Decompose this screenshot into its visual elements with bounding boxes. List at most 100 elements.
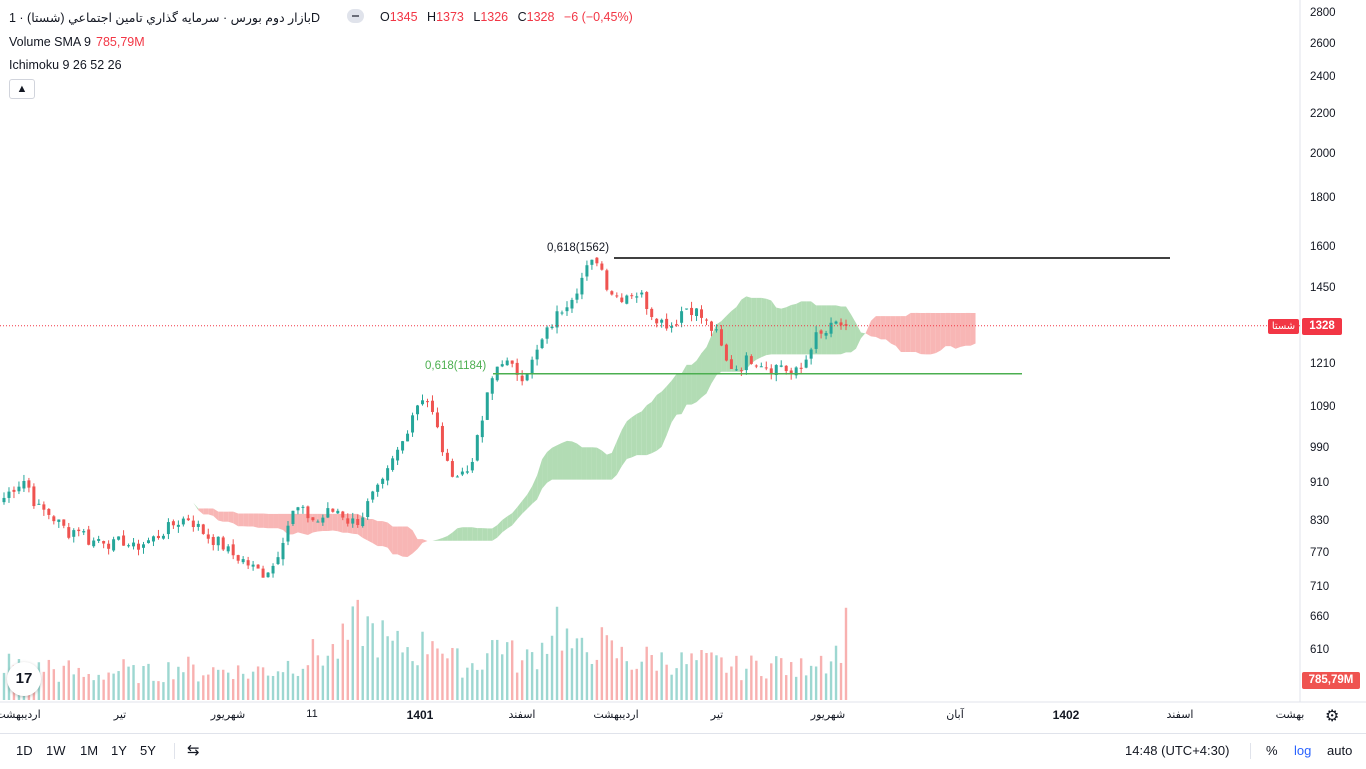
volume-bar xyxy=(755,661,757,700)
candle-body xyxy=(232,544,235,555)
cloud-segment xyxy=(233,512,238,527)
volume-bar xyxy=(337,659,339,700)
log-toggle[interactable]: log xyxy=(1294,743,1311,758)
cloud-segment xyxy=(418,539,423,549)
cloud-segment xyxy=(821,305,826,354)
candle-body xyxy=(645,292,648,309)
time-tick-label: ارديبهشت xyxy=(0,708,41,721)
ichimoku-legend[interactable]: Ichimoku 9 26 52 26 xyxy=(9,57,122,73)
cloud-segment xyxy=(806,301,811,354)
cloud-segment xyxy=(667,381,672,436)
volume-bar xyxy=(685,664,687,700)
cloud-segment xyxy=(477,528,482,541)
cloud-segment xyxy=(373,519,378,546)
volume-bar xyxy=(820,656,822,700)
candle-body xyxy=(600,264,603,270)
candle-body xyxy=(561,313,564,314)
candle-body xyxy=(267,573,270,578)
candle-body xyxy=(685,308,688,309)
volume-bar xyxy=(581,638,583,700)
volume-bar xyxy=(252,672,254,700)
timeframe-1d[interactable]: 1D xyxy=(16,743,33,758)
volume-bar xyxy=(431,641,433,700)
candle-body xyxy=(815,332,818,349)
candle-body xyxy=(182,519,185,525)
volume-bar xyxy=(277,671,279,700)
candle-body xyxy=(820,330,823,333)
cloud-segment xyxy=(966,313,971,346)
cloud-segment xyxy=(612,441,617,479)
cloud-segment xyxy=(383,521,388,547)
candle-body xyxy=(426,401,429,402)
volume-bar xyxy=(760,676,762,700)
volume-bar xyxy=(521,660,523,700)
candle-body xyxy=(112,539,115,550)
chevron-up-icon[interactable]: ▲ xyxy=(9,79,35,99)
volume-bar xyxy=(536,669,538,700)
volume-bar xyxy=(322,666,324,700)
volume-bar xyxy=(586,652,588,700)
candle-body xyxy=(12,490,15,492)
candle-body xyxy=(835,322,838,324)
cloud-segment xyxy=(398,527,403,557)
volume-bar xyxy=(102,680,104,700)
volume-bar xyxy=(611,640,613,700)
volume-bar xyxy=(43,672,45,700)
price-tick-label: 910 xyxy=(1310,477,1329,489)
candle-body xyxy=(491,378,494,393)
bottom-toolbar: 1D 1W 1M 1Y 5Y ⇆ 14:48 (UTC+4:30) % log … xyxy=(0,733,1366,769)
cloud-segment xyxy=(298,514,303,534)
candle-body xyxy=(431,401,434,412)
time-tick-label: اسفند xyxy=(1167,708,1194,721)
tradingview-logo[interactable]: 17 xyxy=(7,662,41,696)
price-chart[interactable] xyxy=(0,0,1366,733)
candle-body xyxy=(805,360,808,368)
candle-body xyxy=(421,400,424,404)
timeframe-1w[interactable]: 1W xyxy=(46,743,66,758)
cloud-segment xyxy=(378,521,383,546)
cloud-segment xyxy=(871,316,876,337)
volume-bar xyxy=(845,608,847,700)
candle-body xyxy=(217,537,220,545)
calendar-range-icon[interactable]: ⇆ xyxy=(187,741,200,759)
candle-body xyxy=(132,543,135,547)
auto-toggle[interactable]: auto xyxy=(1327,743,1352,758)
cloud-segment xyxy=(791,304,796,354)
timeframe-5y[interactable]: 5Y xyxy=(140,743,156,758)
toolbar-divider-2 xyxy=(1250,743,1251,759)
volume-bars xyxy=(3,600,847,700)
eye-icon[interactable] xyxy=(347,9,364,23)
cloud-segment xyxy=(497,520,502,538)
price-tick-label: 2800 xyxy=(1310,7,1336,19)
price-tick-label: 1450 xyxy=(1310,282,1336,294)
cloud-segment xyxy=(886,316,891,343)
volume-bar xyxy=(152,681,154,700)
cloud-segment xyxy=(273,514,278,528)
candle-body xyxy=(351,518,354,523)
volume-bar xyxy=(750,656,752,700)
candle-body xyxy=(92,541,95,547)
symbol-title[interactable]: بازار دوم بورس · سرمایه گذاري تامين اجتم… xyxy=(9,10,320,26)
cloud-segment xyxy=(452,528,457,540)
cloud-segment xyxy=(881,316,886,339)
candle-body xyxy=(725,345,728,361)
candle-body xyxy=(77,530,80,531)
percent-toggle[interactable]: % xyxy=(1266,743,1278,758)
timeframe-1m[interactable]: 1M xyxy=(80,743,98,758)
cloud-segment xyxy=(253,514,258,528)
candle-body xyxy=(107,544,110,549)
candle-body xyxy=(147,540,150,543)
clock-readout[interactable]: 14:48 (UTC+4:30) xyxy=(1125,743,1229,758)
candle-body xyxy=(441,426,444,452)
timeframe-1y[interactable]: 1Y xyxy=(111,743,127,758)
volume-bar xyxy=(800,658,802,700)
cloud-segment xyxy=(916,313,921,354)
volume-bar xyxy=(416,665,418,700)
candle-body xyxy=(17,487,20,492)
gear-icon[interactable]: ⚙ xyxy=(1325,706,1339,726)
candle-body xyxy=(456,476,459,477)
cloud-segment xyxy=(856,323,861,349)
candle-body xyxy=(42,504,45,509)
candle-body xyxy=(755,366,758,367)
